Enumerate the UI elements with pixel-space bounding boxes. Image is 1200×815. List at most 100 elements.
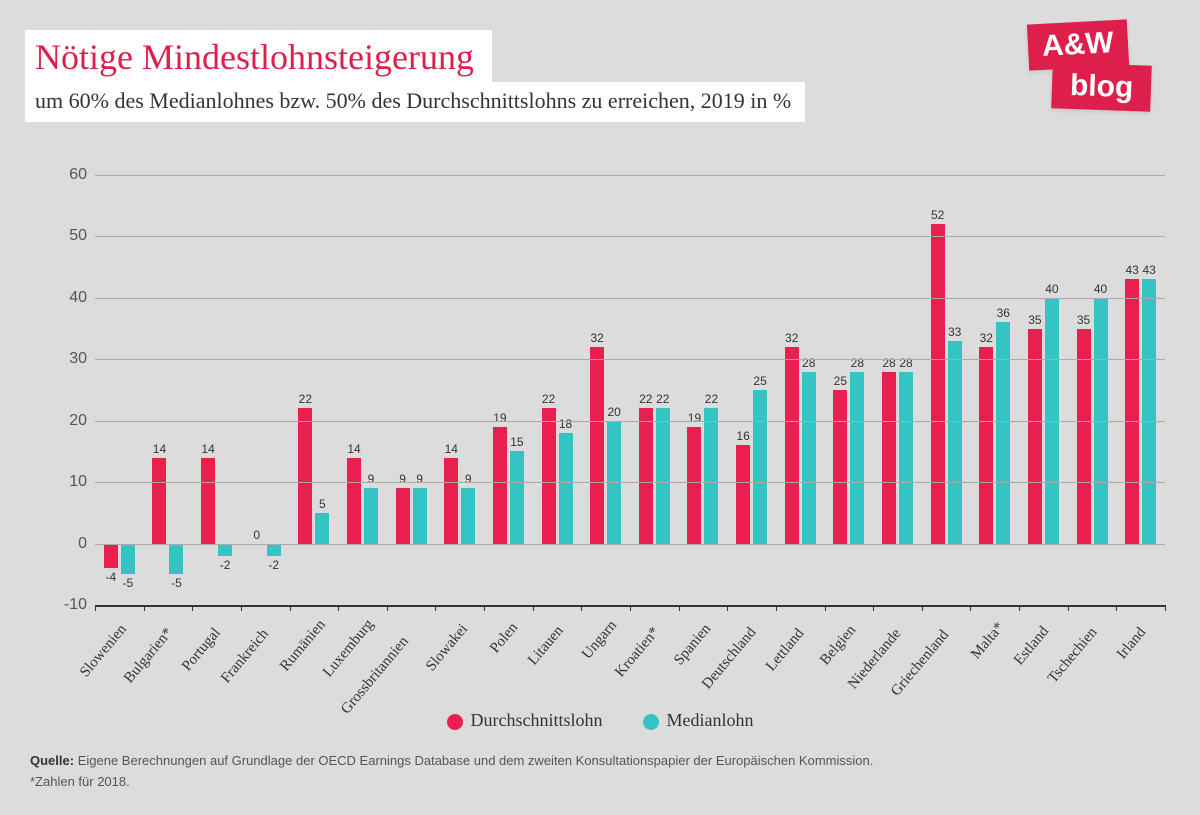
bar — [704, 408, 718, 543]
bar — [833, 390, 847, 544]
bar — [364, 488, 378, 543]
bar — [882, 372, 896, 544]
bar-value-label: 32 — [587, 331, 607, 345]
bar-value-label: 32 — [976, 331, 996, 345]
gridline — [95, 482, 1165, 483]
footer-label: Quelle: — [30, 753, 74, 768]
x-axis-label: Spanien — [671, 621, 715, 669]
x-axis-label: Polen — [487, 619, 522, 656]
x-axis-label: Litauen — [525, 623, 567, 669]
bar — [169, 544, 183, 575]
bar-value-label: 14 — [149, 442, 169, 456]
bar-value-label: 22 — [701, 392, 721, 406]
bar-value-label: 35 — [1025, 313, 1045, 327]
gridline — [95, 298, 1165, 299]
bar — [948, 341, 962, 544]
x-axis-label: Lettland — [763, 626, 808, 675]
bar-value-label: 22 — [653, 392, 673, 406]
bar — [590, 347, 604, 544]
x-axis-label: Kroatien* — [612, 624, 664, 681]
legend-item: Medianlohn — [643, 710, 754, 731]
bar — [104, 544, 118, 569]
x-axis-labels: SlowenienBulgarien*PortugalFrankreichRum… — [95, 605, 1165, 725]
bar-value-label: 20 — [604, 405, 624, 419]
bar-value-label: 19 — [490, 411, 510, 425]
bars-container: -4-514-514-20-22251499914919152218322022… — [95, 175, 1165, 605]
bar — [996, 322, 1010, 543]
x-axis-label: Belgien — [817, 622, 860, 669]
bar-value-label: 18 — [556, 417, 576, 431]
bar — [850, 372, 864, 544]
bar-value-label: 28 — [896, 356, 916, 370]
bar — [1028, 329, 1042, 544]
bar-value-label: 28 — [847, 356, 867, 370]
bar — [298, 408, 312, 543]
chart-area: -100102030405060 -4-514-514-20-222514999… — [55, 175, 1165, 605]
chart-legend: Durchschnittslohn Medianlohn — [0, 710, 1200, 731]
x-axis-label: Portugal — [179, 625, 225, 675]
bar — [121, 544, 135, 575]
footer-text: Eigene Berechnungen auf Grundlage der OE… — [78, 753, 874, 768]
bar — [1142, 279, 1156, 543]
bar — [785, 347, 799, 544]
legend-item: Durchschnittslohn — [447, 710, 603, 731]
bar — [493, 427, 507, 544]
bar-value-label: -5 — [166, 576, 186, 590]
bar-value-label: 43 — [1139, 263, 1159, 277]
bar — [461, 488, 475, 543]
y-tick-label: 50 — [69, 227, 87, 245]
bar-value-label: 15 — [507, 435, 527, 449]
chart-title: Nötige Mindestlohnsteigerung — [35, 36, 474, 78]
bar — [267, 544, 281, 556]
bar — [218, 544, 232, 556]
gridline — [95, 421, 1165, 422]
gridline — [95, 175, 1165, 176]
legend-marker — [643, 714, 659, 730]
bar — [979, 347, 993, 544]
bar — [899, 372, 913, 544]
gridline — [95, 359, 1165, 360]
bar-value-label: 14 — [344, 442, 364, 456]
bar — [315, 513, 329, 544]
bar — [413, 488, 427, 543]
bar-value-label: 36 — [993, 306, 1013, 320]
y-tick-label: -10 — [64, 596, 87, 614]
bar-value-label: -2 — [264, 558, 284, 572]
bar-value-label: 40 — [1042, 282, 1062, 296]
bar-value-label: 9 — [458, 472, 478, 486]
bar-value-label: 33 — [945, 325, 965, 339]
bar-value-label: 25 — [750, 374, 770, 388]
bar — [931, 224, 945, 543]
x-axis-label: Malta* — [968, 619, 1008, 662]
y-tick-label: 40 — [69, 289, 87, 307]
bar-value-label: -5 — [118, 576, 138, 590]
chart-header: Nötige Mindestlohnsteigerung um 60% des … — [25, 30, 805, 122]
bar — [510, 451, 524, 543]
subtitle-box: um 60% des Medianlohnes bzw. 50% des Dur… — [25, 82, 805, 122]
bar-value-label: 9 — [361, 472, 381, 486]
bar-value-label: 32 — [782, 331, 802, 345]
y-tick-label: 10 — [69, 473, 87, 491]
y-axis: -100102030405060 — [55, 175, 95, 605]
bar — [444, 458, 458, 544]
bar-value-label: 35 — [1074, 313, 1094, 327]
chart-footer: Quelle: Eigene Berechnungen auf Grundlag… — [30, 751, 873, 793]
y-tick-label: 20 — [69, 412, 87, 430]
bar — [542, 408, 556, 543]
bar — [347, 458, 361, 544]
bar — [1077, 329, 1091, 544]
bar — [736, 445, 750, 543]
legend-label: Medianlohn — [667, 710, 754, 730]
bar-value-label: 14 — [198, 442, 218, 456]
footer-note: *Zahlen für 2018. — [30, 774, 130, 789]
gridline — [95, 236, 1165, 237]
x-axis-label: Irland — [1114, 624, 1150, 662]
bar-value-label: 14 — [441, 442, 461, 456]
bar — [1125, 279, 1139, 543]
chart-subtitle: um 60% des Medianlohnes bzw. 50% des Dur… — [35, 88, 791, 114]
aw-blog-logo: A&W blog — [1020, 22, 1170, 117]
bar — [656, 408, 670, 543]
x-axis-label: Frankreich — [218, 627, 273, 688]
legend-label: Durchschnittslohn — [471, 710, 603, 730]
y-tick-label: 60 — [69, 166, 87, 184]
